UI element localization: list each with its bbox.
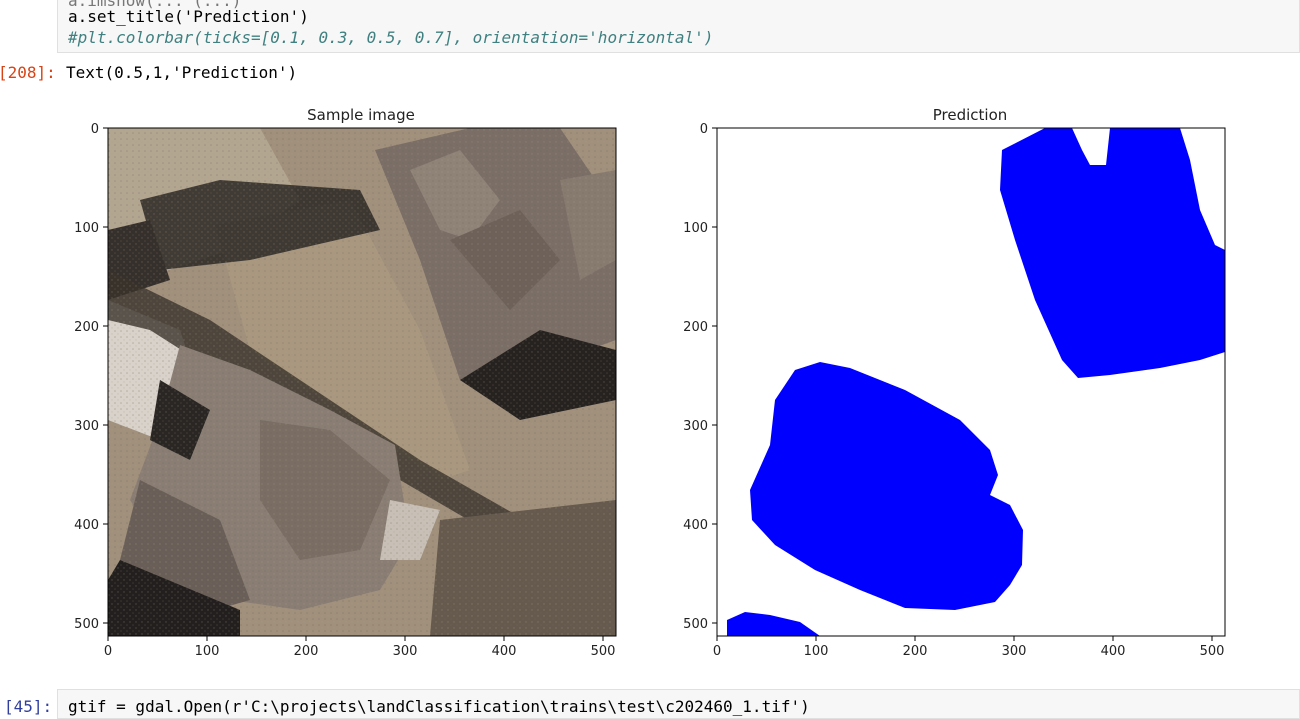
- left-xtick-label: 0: [104, 644, 112, 659]
- right-xtick-label: 200: [903, 644, 928, 659]
- prediction-region-bottom-left: [727, 612, 820, 636]
- code-line-colorbar-comment: #plt.colorbar(ticks=[0.1, 0.3, 0.5, 0.7]…: [68, 28, 714, 47]
- input-prompt: [45]:: [4, 697, 53, 716]
- prediction-region-upper-right: [1000, 128, 1225, 378]
- right-axes-ticks: [712, 127, 1213, 641]
- right-xtick-label: 0: [713, 644, 721, 659]
- left-axes-ticks: [103, 127, 604, 641]
- right-xtick-label: 300: [1002, 644, 1027, 659]
- right-ytick-label: 300: [683, 419, 708, 434]
- left-xtick-label: 400: [492, 644, 517, 659]
- right-xtick-label: 100: [804, 644, 829, 659]
- left-xtick-label: 100: [195, 644, 220, 659]
- left-plot-title: Sample image: [307, 106, 415, 124]
- left-xtick-label: 500: [591, 644, 616, 659]
- left-xtick-label: 200: [294, 644, 319, 659]
- left-xtick-label: 300: [393, 644, 418, 659]
- left-ytick-label: 0: [91, 122, 99, 137]
- code-cell-bottom[interactable]: gtif = gdal.Open(r'C:\projects\landClass…: [57, 689, 1300, 719]
- left-ytick-label: 300: [74, 419, 99, 434]
- right-ytick-label: 400: [683, 518, 708, 533]
- code-line-gdal-open: gtif = gdal.Open(r'C:\projects\landClass…: [68, 697, 810, 716]
- code-line-partial: a.imshow(... (...): [68, 0, 242, 10]
- left-ytick-label: 400: [74, 518, 99, 533]
- right-xtick-label: 400: [1101, 644, 1126, 659]
- left-ytick-label: 100: [74, 221, 99, 236]
- right-ytick-label: 500: [683, 617, 708, 632]
- right-xtick-label: 500: [1200, 644, 1225, 659]
- right-ytick-label: 200: [683, 320, 708, 335]
- left-ytick-label: 500: [74, 617, 99, 632]
- right-plot-title: Prediction: [933, 106, 1008, 124]
- right-ytick-label: 100: [683, 221, 708, 236]
- prediction-mask: [717, 128, 1225, 636]
- matplotlib-figure: Sample image Prediction: [74, 106, 1226, 659]
- prediction-region-middle-left: [750, 362, 1023, 610]
- code-cell-top[interactable]: a.imshow(... (...) a.set_title('Predicti…: [57, 0, 1300, 53]
- right-ytick-label: 0: [700, 122, 708, 137]
- left-ytick-label: 200: [74, 320, 99, 335]
- output-text: Text(0.5,1,'Prediction'): [66, 63, 298, 82]
- output-prompt: [208]:: [0, 63, 56, 82]
- sample-aerial-image: [108, 128, 616, 636]
- code-line-set-title: a.set_title('Prediction'): [68, 7, 309, 26]
